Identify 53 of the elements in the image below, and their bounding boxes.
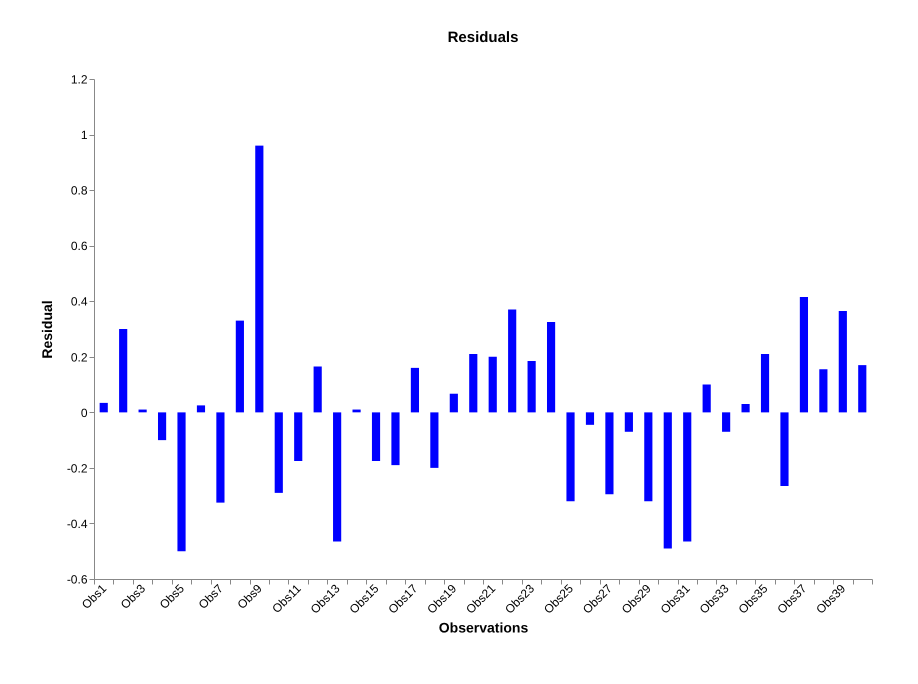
bar xyxy=(624,412,633,432)
bar xyxy=(741,404,750,412)
bar xyxy=(528,360,536,412)
y-tick-label: 0.6 xyxy=(70,239,88,254)
bar xyxy=(722,412,730,432)
bar xyxy=(546,322,556,412)
bar xyxy=(314,366,322,412)
bar xyxy=(410,368,420,412)
bar xyxy=(274,412,283,493)
bar xyxy=(352,410,361,412)
bar xyxy=(858,365,866,412)
bar xyxy=(255,146,264,412)
y-tick-label: -0.6 xyxy=(66,572,88,586)
y-tick-label: 0 xyxy=(80,406,88,420)
bar xyxy=(372,412,380,461)
y-axis-title: Residual xyxy=(38,300,55,359)
bar xyxy=(196,405,206,412)
y-tick-label: 0.8 xyxy=(70,184,88,198)
y-tick-label: 1 xyxy=(80,128,88,142)
bar xyxy=(819,369,828,412)
bar xyxy=(119,329,128,412)
y-tick-label: 1.2 xyxy=(70,72,88,86)
bar xyxy=(586,412,594,425)
bar xyxy=(488,356,497,412)
y-tick-label: 0.4 xyxy=(70,294,88,309)
bar xyxy=(605,412,614,494)
bar xyxy=(236,320,244,412)
bar xyxy=(702,384,711,412)
bar xyxy=(683,412,692,542)
bar xyxy=(838,310,847,412)
bar xyxy=(216,412,225,503)
bar xyxy=(508,310,516,412)
bar xyxy=(469,354,478,412)
bar xyxy=(100,402,108,412)
bar xyxy=(294,412,302,461)
chart-title: Residuals xyxy=(448,29,518,46)
bar xyxy=(333,412,342,542)
bar xyxy=(138,410,147,412)
x-axis-title: Observations xyxy=(438,620,528,636)
y-tick-label: -0.4 xyxy=(66,516,88,531)
y-tick-label: -0.2 xyxy=(66,461,88,476)
bar xyxy=(158,412,166,440)
bar xyxy=(391,412,400,466)
bar xyxy=(177,412,186,552)
bar xyxy=(450,394,458,412)
bar xyxy=(760,354,770,412)
y-tick-label: 0.2 xyxy=(70,350,88,364)
bar xyxy=(430,412,438,468)
bar xyxy=(664,412,672,548)
bar xyxy=(644,412,652,502)
bar xyxy=(566,412,575,502)
bar xyxy=(780,412,789,486)
bar xyxy=(800,297,808,412)
